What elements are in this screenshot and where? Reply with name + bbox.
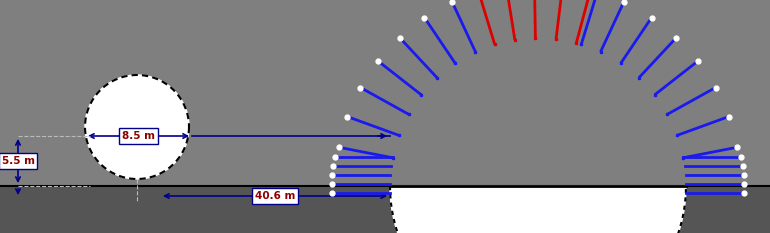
Polygon shape [390,186,686,233]
Text: 40.6 m: 40.6 m [255,191,295,201]
Text: 5.5 m: 5.5 m [2,156,35,166]
Text: 8.5 m: 8.5 m [122,131,155,141]
Polygon shape [85,75,189,179]
